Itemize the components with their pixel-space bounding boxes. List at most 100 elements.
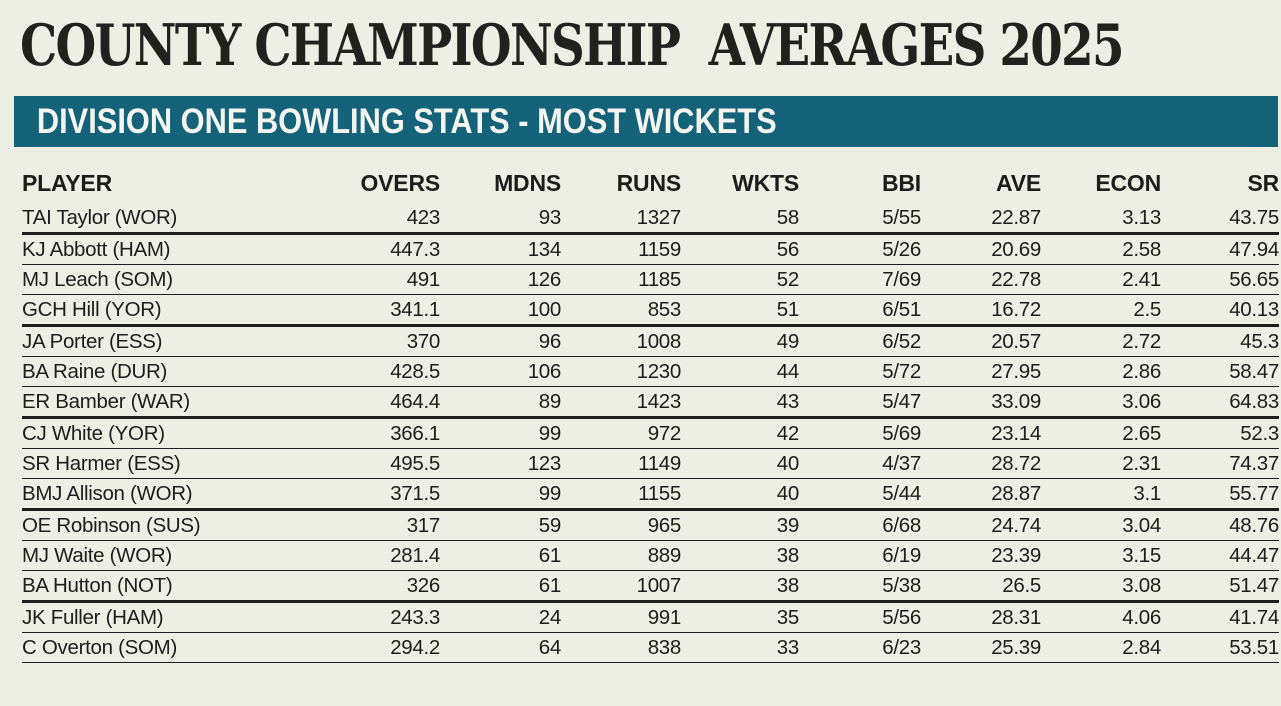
stat-cell-ave: 22.78 — [991, 268, 1041, 291]
stat-cell-bbi: 5/26 — [882, 238, 921, 261]
column-header-ave: AVE — [996, 169, 1041, 196]
table-row: CJ White (YOR) 366.1 99 972 42 5/69 23.14 2.65 5… — [22, 418, 1279, 449]
stat-cell-bbi: 6/68 — [882, 514, 921, 537]
stat-cell-mdns: 96 — [538, 330, 561, 353]
stat-cell-sr: 40.13 — [1229, 298, 1279, 321]
stat-cell-ave: 20.69 — [991, 238, 1041, 261]
column-header-bbi: BBI — [881, 169, 921, 196]
stat-cell-runs: 972 — [647, 422, 681, 445]
stat-cell-wkts: 40 — [776, 452, 799, 475]
stat-cell-overs: 366.1 — [390, 422, 440, 445]
bowling-stats-table: PLAYER OVERS MDNS RUNS WKTS BBI AVE ECON SR TAI … — [22, 163, 1279, 663]
stat-cell-mdns: 61 — [538, 544, 561, 567]
stat-cell-bbi: 5/47 — [882, 390, 921, 413]
table-row: OE Robinson (SUS) 317 59 965 39 6/68 24.74 3.04… — [22, 510, 1279, 541]
column-header-mdns: MDNS — [494, 169, 561, 196]
table-row: JK Fuller (HAM) 243.3 24 991 35 5/56 28.31 4.06… — [22, 602, 1279, 633]
stat-cell-overs: 281.4 — [390, 544, 440, 567]
table-row: C Overton (SOM) 294.2 64 838 33 6/23 25.39 2.84… — [22, 633, 1279, 663]
table-row: JA Porter (ESS) 370 96 1008 49 6/52 20.57 2.72 4… — [22, 326, 1279, 357]
player-cell: BA Hutton (NOT) — [22, 574, 173, 597]
player-cell: ER Bamber (WAR) — [22, 390, 190, 413]
stat-cell-sr: 74.37 — [1229, 452, 1279, 475]
stat-cell-runs: 1149 — [638, 452, 681, 475]
stat-cell-bbi: 6/23 — [882, 636, 921, 659]
stat-cell-overs: 326 — [406, 574, 440, 597]
stat-cell-ave: 24.74 — [991, 514, 1041, 537]
stat-cell-ave: 20.57 — [991, 330, 1041, 353]
player-cell: MJ Waite (WOR) — [22, 544, 172, 567]
table-row: MJ Waite (WOR) 281.4 61 889 38 6/19 23.39 3.15 4… — [22, 541, 1279, 571]
stat-cell-sr: 43.75 — [1229, 206, 1279, 229]
stat-cell-bbi: 5/69 — [882, 422, 921, 445]
stat-cell-ave: 23.39 — [991, 544, 1041, 567]
stat-cell-econ: 2.65 — [1122, 422, 1161, 445]
stat-cell-overs: 294.2 — [390, 636, 440, 659]
stat-cell-ave: 28.72 — [991, 452, 1041, 475]
column-header-overs: OVERS — [360, 169, 440, 196]
stat-cell-runs: 1007 — [636, 574, 681, 597]
stat-cell-econ: 2.84 — [1122, 636, 1161, 659]
stat-cell-wkts: 44 — [776, 360, 799, 383]
stat-cell-bbi: 7/69 — [882, 268, 921, 291]
stat-cell-ave: 23.14 — [991, 422, 1041, 445]
stat-cell-wkts: 40 — [776, 482, 799, 505]
stat-cell-overs: 341.1 — [390, 298, 440, 321]
column-header-runs: RUNS — [616, 169, 682, 196]
stat-cell-overs: 370 — [406, 330, 440, 353]
stat-cell-runs: 1008 — [636, 330, 681, 353]
stat-cell-sr: 56.65 — [1229, 268, 1279, 291]
stat-cell-mdns: 64 — [538, 636, 561, 659]
stat-cell-econ: 3.13 — [1122, 206, 1161, 229]
stat-cell-sr: 52.3 — [1240, 422, 1279, 445]
player-cell: JK Fuller (HAM) — [22, 606, 164, 629]
stat-cell-bbi: 6/51 — [882, 298, 921, 321]
stat-cell-sr: 58.47 — [1229, 360, 1279, 383]
stat-cell-wkts: 39 — [776, 514, 799, 537]
stat-cell-wkts: 51 — [776, 298, 799, 321]
table-row: BMJ Allison (WOR) 371.5 99 1155 40 5/44 28.87 3… — [22, 479, 1279, 510]
stat-cell-mdns: 24 — [538, 606, 561, 629]
stat-cell-mdns: 89 — [538, 390, 561, 413]
stat-cell-wkts: 52 — [776, 268, 799, 291]
stat-cell-overs: 428.5 — [390, 360, 440, 383]
stat-cell-bbi: 5/44 — [882, 482, 921, 505]
stat-cell-overs: 495.5 — [390, 452, 440, 475]
stat-cell-mdns: 106 — [527, 360, 561, 383]
table-row: MJ Leach (SOM) 491 126 1185 52 7/69 22.78 2.41 5… — [22, 265, 1279, 295]
stat-cell-sr: 48.76 — [1229, 514, 1279, 537]
player-cell: BMJ Allison (WOR) — [22, 482, 193, 505]
stat-cell-overs: 491 — [406, 268, 440, 291]
stat-cell-sr: 41.74 — [1229, 606, 1279, 629]
section-banner-label: DIVISION ONE BOWLING STATS - MOST WICKET… — [36, 101, 777, 141]
stat-cell-runs: 853 — [647, 298, 681, 321]
stat-cell-wkts: 43 — [776, 390, 799, 413]
stat-cell-wkts: 42 — [776, 422, 799, 445]
stat-cell-wkts: 56 — [776, 238, 799, 261]
player-cell: BA Raine (DUR) — [22, 360, 168, 383]
stat-cell-ave: 16.72 — [991, 298, 1041, 321]
stat-cell-bbi: 5/55 — [882, 206, 921, 229]
column-header-econ: ECON — [1095, 169, 1161, 196]
table-row: GCH Hill (YOR) 341.1 100 853 51 6/51 16.72 2.5 4… — [22, 295, 1279, 326]
stat-cell-runs: 1423 — [636, 390, 681, 413]
stat-cell-runs: 1159 — [638, 238, 681, 261]
stat-cell-mdns: 126 — [527, 268, 561, 291]
stat-cell-runs: 965 — [647, 514, 681, 537]
stat-cell-overs: 243.3 — [390, 606, 440, 629]
table-body: TAI Taylor (WOR) 423 93 1327 58 5/55 22.87 3.13… — [22, 203, 1279, 663]
stat-cell-wkts: 58 — [776, 206, 799, 229]
stat-cell-econ: 3.04 — [1122, 514, 1161, 537]
stat-cell-bbi: 6/19 — [882, 544, 921, 567]
stat-cell-bbi: 5/72 — [882, 360, 921, 383]
stat-cell-sr: 44.47 — [1229, 544, 1279, 567]
stat-cell-wkts: 38 — [776, 544, 799, 567]
stat-cell-runs: 1155 — [638, 482, 681, 505]
stat-cell-ave: 28.87 — [991, 482, 1041, 505]
table-row: BA Hutton (NOT) 326 61 1007 38 5/38 26.5 3.08 51… — [22, 571, 1279, 602]
column-header-wkts: WKTS — [732, 169, 799, 196]
stat-cell-runs: 838 — [647, 636, 681, 659]
stat-cell-econ: 2.5 — [1133, 298, 1161, 321]
player-cell: SR Harmer (ESS) — [22, 452, 181, 475]
stat-cell-econ: 3.08 — [1122, 574, 1161, 597]
